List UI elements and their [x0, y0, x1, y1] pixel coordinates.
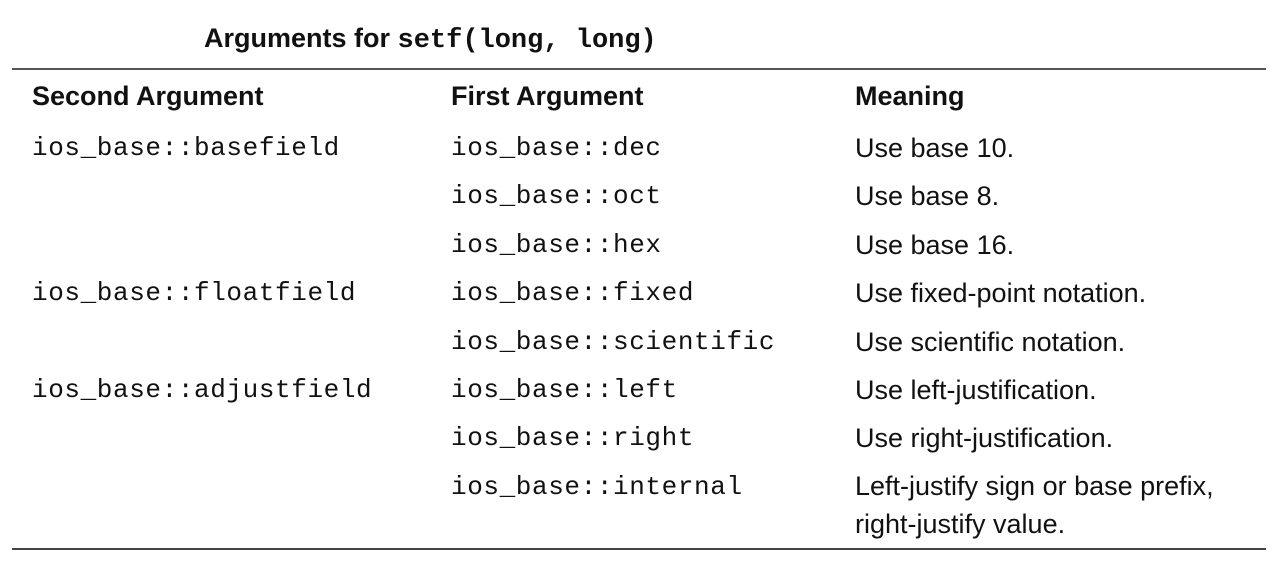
first-argument-cell: ios_base::oct — [451, 181, 662, 212]
table-row: ios_base::basefield ios_base::dec Use ba… — [0, 128, 1284, 176]
meaning-cell: Use scientific notation. — [855, 326, 1126, 357]
first-argument-cell: ios_base::hex — [451, 229, 662, 260]
table-row: ios_base::scientific Use scientific nota… — [0, 322, 1284, 370]
caption-text: Arguments for — [204, 23, 398, 53]
table-row: ios_base::right Use right-justification. — [0, 418, 1284, 466]
second-argument-cell: ios_base::floatfield — [32, 278, 357, 309]
meaning-cell: Use base 16. — [855, 229, 1015, 260]
first-argument-cell: ios_base::left — [451, 374, 678, 405]
first-argument-cell: ios_base::fixed — [451, 278, 695, 309]
table-caption: Arguments for setf(long, long) — [204, 18, 657, 58]
meaning-cell: Use base 10. — [855, 133, 1015, 163]
meaning-cell: Use base 8. — [855, 181, 1000, 212]
header-second-argument: Second Argument — [32, 81, 264, 111]
first-argument-cell: ios_base::dec — [451, 133, 662, 163]
top-rule — [12, 68, 1266, 70]
second-argument-cell: ios_base::adjustfield — [32, 374, 373, 405]
first-argument-cell: ios_base::right — [451, 423, 695, 454]
table-body: ios_base::basefield ios_base::dec Use ba… — [0, 128, 1284, 547]
meaning-cell: Use fixed-point notation. — [855, 278, 1147, 309]
header-first-argument: First Argument — [451, 81, 644, 111]
second-argument-cell: ios_base::basefield — [32, 133, 340, 163]
meaning-cell: Use right-justification. — [855, 423, 1114, 454]
table-row: ios_base::oct Use base 8. — [0, 176, 1284, 224]
first-argument-cell: ios_base::internal — [451, 471, 743, 502]
meaning-cell: Left-justify sign or base prefix, right-… — [855, 470, 1214, 539]
table-row: ios_base::floatfield ios_base::fixed Use… — [0, 273, 1284, 321]
table-header-row: Second Argument First Argument Meaning — [0, 78, 1284, 114]
caption-code: setf(long, long) — [397, 26, 657, 56]
table-row: ios_base::internal Left-justify sign or … — [0, 467, 1284, 547]
meaning-cell: Use left-justification. — [855, 374, 1097, 405]
table-row: ios_base::adjustfield ios_base::left Use… — [0, 370, 1284, 418]
bottom-rule — [12, 548, 1266, 550]
table-row: ios_base::hex Use base 16. — [0, 225, 1284, 273]
header-meaning: Meaning — [855, 81, 965, 111]
first-argument-cell: ios_base::scientific — [451, 326, 776, 357]
